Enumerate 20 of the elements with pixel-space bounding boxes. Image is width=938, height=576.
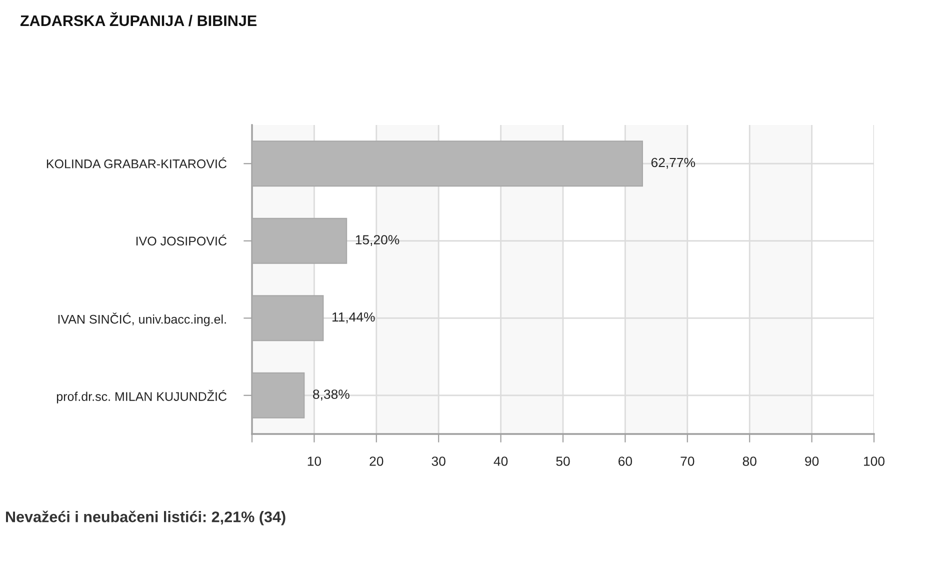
x-tick-label: 40 <box>494 456 508 466</box>
x-tick-label: 50 <box>556 456 570 466</box>
x-tick-label: 80 <box>742 456 756 466</box>
text: Nevažeći i neubačeni listići: 2,21% (34) <box>6 510 286 526</box>
data-label: 11,44% <box>332 312 375 324</box>
data-label: 62,77% <box>651 158 696 169</box>
data-label: 15,20% <box>356 235 400 246</box>
x-tick-label: 90 <box>805 456 819 466</box>
y-tick-label: prof.dr.sc. MILAN KUJUNDŽIĆ <box>56 390 227 404</box>
y-tick-label: IVO JOSIPOVIĆ <box>136 234 227 246</box>
y-tick-label: IVAN SINČIĆ, univ.bacc.ing.el. <box>58 312 226 326</box>
x-tick-label: 10 <box>308 456 322 466</box>
data-label: 8,38% <box>313 390 350 400</box>
x-tick-label: 70 <box>680 456 694 466</box>
chart-title: ZADARSKA ŽUPANIJA / BIBINJE <box>20 12 257 26</box>
x-tick-label: 20 <box>370 456 384 466</box>
y-tick-label: KOLINDA GRABAR-KITAROVIĆ <box>46 157 227 168</box>
x-tick-label: 60 <box>618 456 632 466</box>
x-tick-label: 100 <box>864 456 884 466</box>
x-tick-label: 30 <box>432 456 446 466</box>
